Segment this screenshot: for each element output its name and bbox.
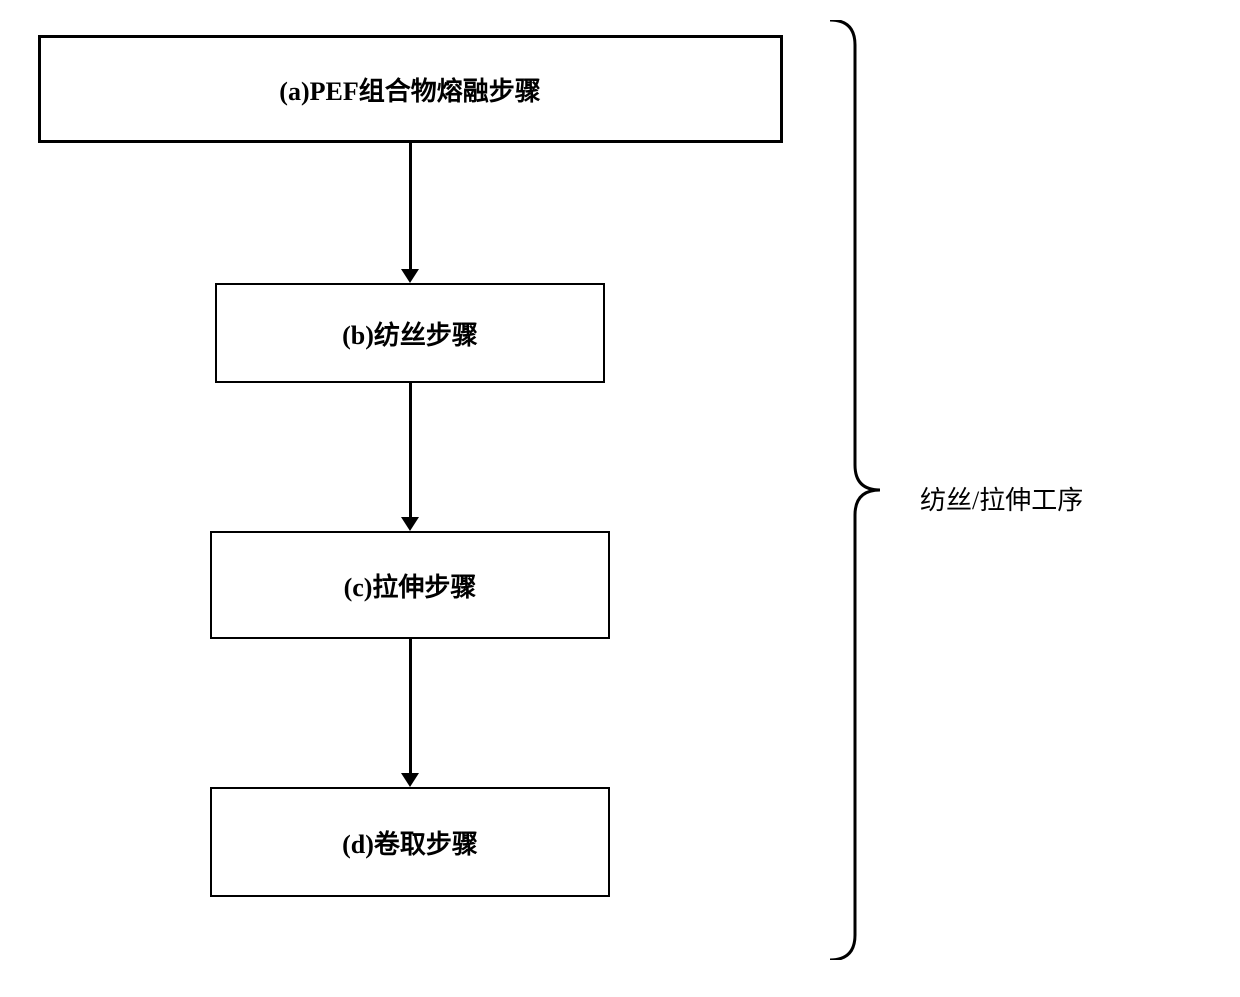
arrow-c-to-d xyxy=(401,639,419,787)
step-b-label: (b)纺丝步骤 xyxy=(342,315,478,352)
step-c-label: (c)拉伸步骤 xyxy=(344,567,477,604)
arrow-head-icon xyxy=(401,773,419,787)
step-b-box: (b)纺丝步骤 xyxy=(215,283,605,383)
arrow-a-to-b xyxy=(401,143,419,283)
brace-label: 纺丝/拉伸工序 xyxy=(920,480,1083,517)
step-a-box: (a)PEF组合物熔融步骤 xyxy=(38,35,783,143)
arrow-line xyxy=(409,143,412,269)
arrow-line xyxy=(409,383,412,517)
arrow-line xyxy=(409,639,412,773)
step-a-label: (a)PEF组合物熔融步骤 xyxy=(279,71,540,108)
arrow-b-to-c xyxy=(401,383,419,531)
step-d-box: (d)卷取步骤 xyxy=(210,787,610,897)
arrow-head-icon xyxy=(401,269,419,283)
step-c-box: (c)拉伸步骤 xyxy=(210,531,610,639)
flowchart: (a)PEF组合物熔融步骤 (b)纺丝步骤 (c)拉伸步骤 (d)卷取步骤 xyxy=(35,35,785,897)
brace-icon xyxy=(830,20,880,960)
step-d-label: (d)卷取步骤 xyxy=(342,824,478,861)
curly-brace xyxy=(830,20,880,960)
arrow-head-icon xyxy=(401,517,419,531)
